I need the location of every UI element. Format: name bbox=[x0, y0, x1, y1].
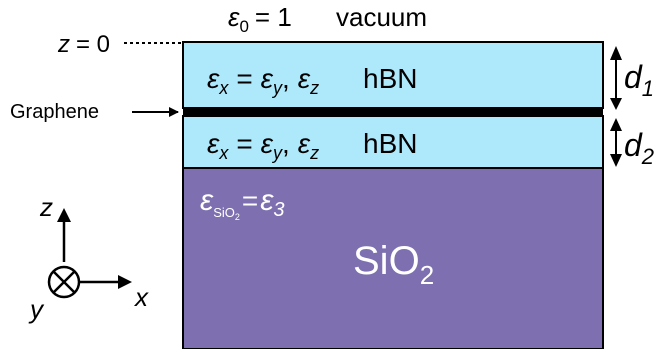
eps0-subscript: 0 bbox=[239, 17, 248, 36]
z-axis-label: z bbox=[39, 192, 53, 222]
hbn-bottom-name: hBN bbox=[363, 128, 417, 159]
hbn-top-eq: = bbox=[236, 63, 252, 94]
sio2-name-b: 2 bbox=[420, 260, 434, 290]
graphene-sheet bbox=[183, 108, 603, 116]
hbn-top-ez: ε bbox=[298, 63, 311, 94]
d2-label: d2 bbox=[624, 127, 654, 169]
hbn-bottom-layer bbox=[182, 115, 604, 169]
hbn-top-permittivity: εx = εy, εz bbox=[207, 63, 319, 98]
x-axis-label: x bbox=[133, 282, 149, 312]
hbn-bottom-eq: = bbox=[236, 128, 252, 159]
sio2-substrate bbox=[182, 167, 604, 349]
y-axis-cross-b bbox=[52, 270, 76, 294]
hbn-bottom-ez: ε bbox=[298, 128, 311, 159]
hbn-top-ex: ε bbox=[207, 63, 220, 94]
sio2-eps: ε bbox=[200, 184, 214, 217]
hbn-top-name: hBN bbox=[363, 63, 417, 94]
d2-arrow-head-down bbox=[610, 154, 622, 167]
hbn-bottom-ey: ε bbox=[261, 128, 274, 159]
sio2-permittivity: εSiO2=ε3 bbox=[200, 184, 285, 222]
hbn-top-ey-sub: y bbox=[271, 78, 283, 98]
hbn-top-ex-sub: x bbox=[218, 78, 229, 98]
hbn-bottom-ez-sub: z bbox=[309, 143, 319, 163]
z-origin-z: z bbox=[57, 31, 70, 58]
d1-arrow-head-up bbox=[610, 46, 622, 60]
d1-label: d1 bbox=[624, 59, 654, 101]
d2-arrow-head-up bbox=[610, 118, 622, 131]
hbn-bottom-comma: , bbox=[282, 128, 290, 159]
z-origin-eq: = 0 bbox=[76, 31, 110, 58]
d1-arrow-head-down bbox=[610, 98, 622, 110]
sio2-eps3: ε bbox=[260, 184, 274, 217]
hbn-top-comma: , bbox=[282, 63, 290, 94]
z-origin-label: z = 0 bbox=[57, 31, 110, 58]
x-axis-arrowhead bbox=[118, 275, 132, 289]
d1-symbol: d bbox=[624, 59, 643, 95]
z-axis-arrowhead bbox=[57, 208, 71, 222]
sio2-name: SiO2 bbox=[353, 239, 434, 290]
sio2-eps-sub-b: 2 bbox=[235, 212, 240, 222]
vacuum-permittivity-label: ε0 = 1 bbox=[228, 2, 292, 36]
eps0-equals: = 1 bbox=[255, 2, 292, 32]
eps0-symbol: ε bbox=[228, 2, 240, 32]
vacuum-label: vacuum bbox=[336, 2, 427, 32]
d2-subscript: 2 bbox=[641, 144, 654, 169]
hbn-bottom-permittivity: εx = εy, εz bbox=[207, 128, 319, 163]
hbn-bottom-ey-sub: y bbox=[271, 143, 283, 163]
sio2-name-a: SiO bbox=[353, 239, 420, 283]
d1-subscript: 1 bbox=[642, 76, 654, 101]
sio2-eq: = bbox=[242, 185, 258, 216]
coordinate-axes: z x y bbox=[28, 192, 149, 324]
hbn-top-ez-sub: z bbox=[309, 78, 319, 98]
y-axis-label: y bbox=[28, 294, 45, 324]
d2-symbol: d bbox=[624, 127, 643, 163]
hbn-top-ey: ε bbox=[261, 63, 274, 94]
hbn-bottom-ex: ε bbox=[207, 128, 220, 159]
hbn-bottom-ex-sub: x bbox=[218, 143, 229, 163]
sio2-eps-sub-a: SiO bbox=[213, 205, 235, 220]
sio2-eps3-sub: 3 bbox=[273, 199, 284, 221]
graphene-label: Graphene bbox=[10, 101, 99, 123]
